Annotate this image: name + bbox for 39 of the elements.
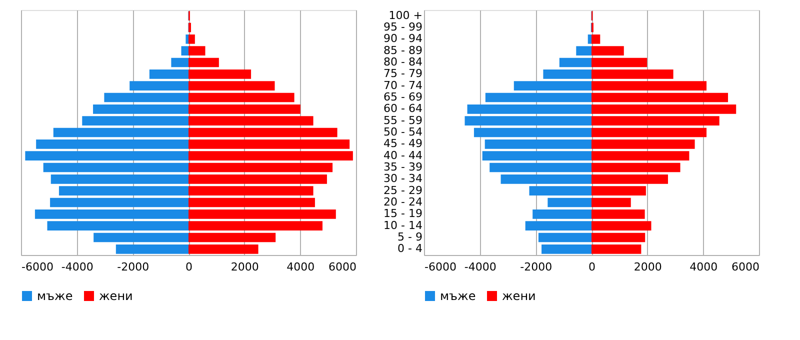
y-tick-label: 70 - 74 bbox=[384, 78, 422, 92]
y-tick-label: 45 - 49 bbox=[384, 137, 422, 150]
y-tick-label: 95 - 99 bbox=[384, 20, 422, 34]
x-tick-label: -2000 bbox=[117, 260, 150, 274]
y-tick-label: 15 - 19 bbox=[384, 207, 422, 220]
y-tick-label: 0 - 4 bbox=[398, 242, 422, 256]
legend-label: жени bbox=[99, 289, 133, 303]
x-tick-label: 2000 bbox=[634, 260, 662, 274]
x-tick-label: 0 bbox=[186, 260, 192, 274]
y-tick-label: 100 + bbox=[388, 8, 422, 22]
x-tick-label: -6000 bbox=[424, 260, 456, 274]
y-tick-label: 50 - 54 bbox=[384, 126, 422, 138]
x-tick-label: 6000 bbox=[328, 260, 356, 274]
y-tick-label: 35 - 39 bbox=[384, 160, 422, 174]
y-tick-label: 5 - 9 bbox=[398, 230, 422, 244]
x-tick-label: -6000 bbox=[22, 260, 54, 274]
legend-label: жени bbox=[502, 289, 536, 303]
x-tick-label: 4000 bbox=[286, 260, 315, 274]
y-tick-label: 65 - 69 bbox=[384, 90, 422, 104]
y-tick-label: 30 - 34 bbox=[384, 172, 422, 186]
y-tick-label: 10 - 14 bbox=[384, 218, 422, 232]
x-tick-label: -2000 bbox=[520, 260, 552, 274]
x-tick-label: -4000 bbox=[464, 260, 496, 274]
legend-label: мъже bbox=[440, 289, 476, 303]
y-tick-label: 20 - 24 bbox=[384, 196, 422, 208]
y-tick-label: 55 - 59 bbox=[384, 114, 422, 127]
x-tick-label: 0 bbox=[588, 260, 596, 274]
x-tick-label: -4000 bbox=[61, 260, 94, 274]
y-tick-label: 25 - 29 bbox=[384, 184, 422, 197]
y-tick-label: 75 - 79 bbox=[384, 67, 422, 80]
legend-label: мъже bbox=[37, 289, 73, 303]
x-tick-label: 6000 bbox=[732, 260, 760, 274]
y-tick-label: 85 - 89 bbox=[384, 44, 422, 57]
y-tick-label: 40 - 44 bbox=[384, 148, 422, 162]
y-tick-label: 80 - 84 bbox=[384, 56, 422, 68]
x-tick-label: 4000 bbox=[690, 260, 718, 274]
y-tick-label: 90 - 94 bbox=[384, 32, 422, 46]
y-tick-label: 60 - 64 bbox=[384, 102, 422, 116]
x-tick-label: 2000 bbox=[230, 260, 259, 274]
